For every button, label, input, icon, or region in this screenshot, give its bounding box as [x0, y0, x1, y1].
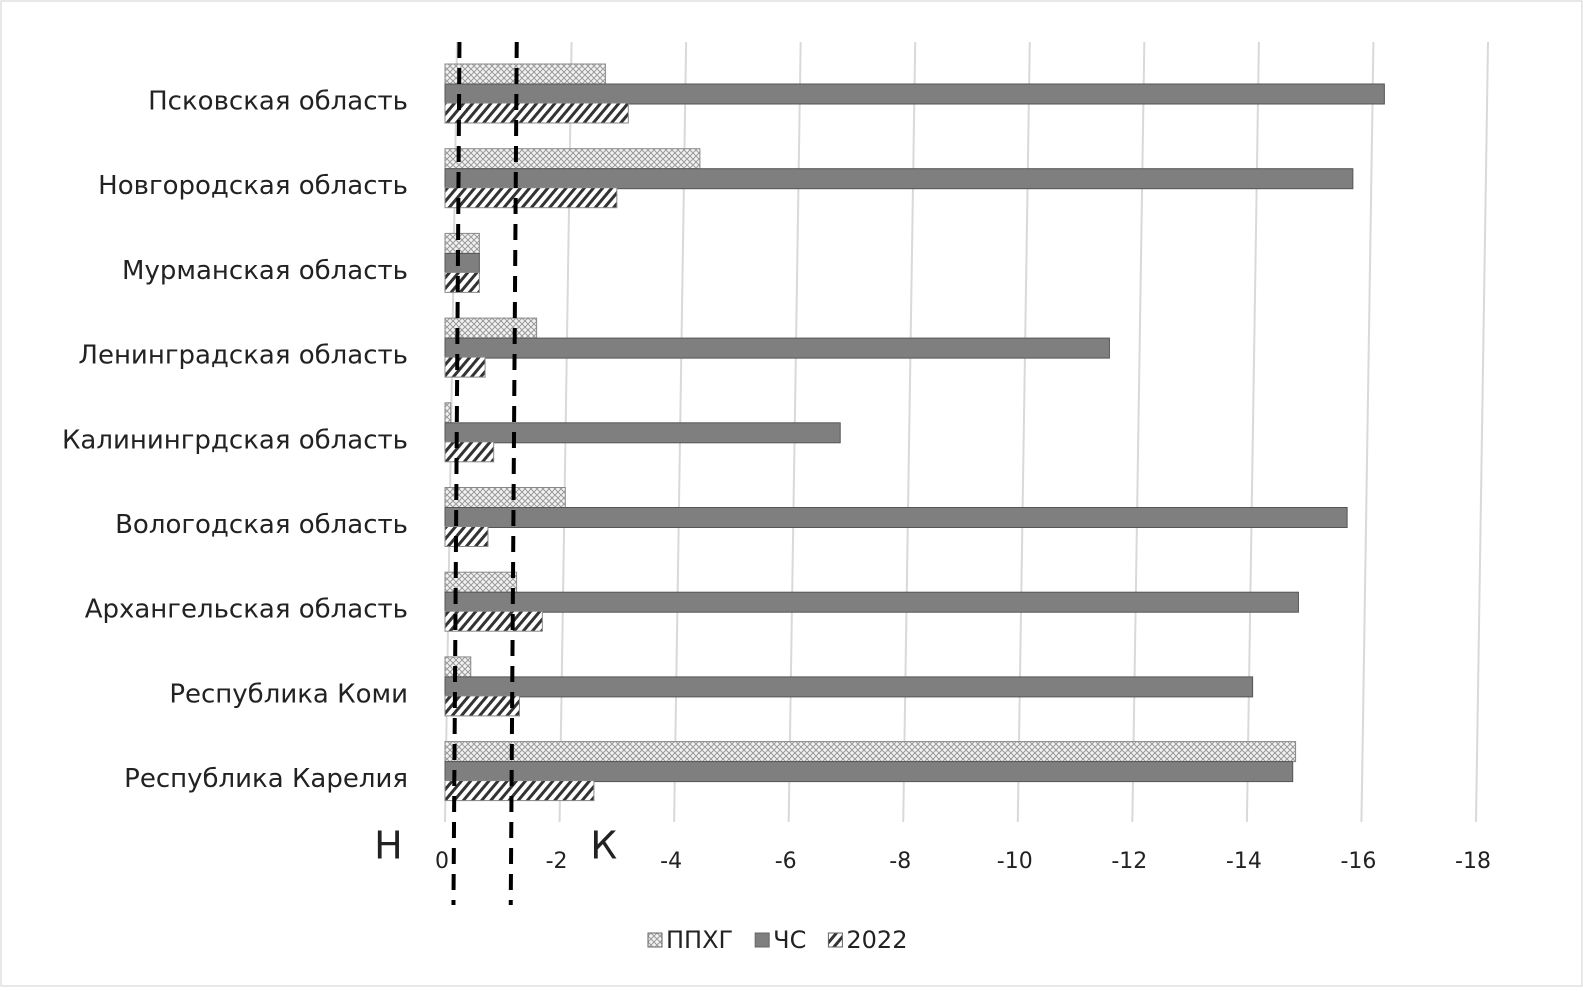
bar	[444, 507, 1348, 528]
x-tick-label: -2	[546, 849, 568, 874]
x-tick-label: -6	[775, 849, 797, 874]
legend-swatch	[647, 932, 663, 948]
bar	[444, 83, 1385, 105]
bar	[444, 102, 629, 124]
reference-line	[508, 41, 519, 906]
legend-swatch	[827, 932, 843, 948]
legend-swatch	[754, 932, 770, 948]
bar	[444, 780, 595, 802]
bar	[444, 232, 480, 254]
y-tick-label: Республика Коми	[169, 679, 408, 709]
bar	[444, 676, 1254, 698]
bar	[444, 402, 452, 424]
bar	[444, 148, 701, 170]
bar	[444, 441, 495, 463]
bar	[444, 487, 566, 508]
x-tick-label: -12	[1111, 849, 1147, 874]
x-tick-label: -10	[997, 849, 1033, 874]
y-tick-label: Калинингрдская область	[62, 425, 408, 455]
y-tick-label: Мурманская область	[122, 256, 408, 286]
bar	[444, 591, 1299, 613]
legend-label: ЧС	[773, 926, 806, 954]
y-tick-label: Псковская область	[148, 87, 408, 117]
y-tick-label: Новгородская область	[98, 171, 408, 201]
bar	[444, 610, 543, 632]
grid-line	[902, 41, 917, 823]
y-tick-label: Архангельская область	[85, 595, 408, 625]
bar	[444, 422, 841, 444]
y-tick-label: Ленинградская область	[78, 341, 408, 371]
bar	[444, 761, 1294, 783]
bar	[444, 63, 606, 85]
legend-label: ППХГ	[666, 926, 733, 954]
y-tick-label: Республика Карелия	[124, 764, 408, 794]
bar	[444, 252, 480, 274]
bar	[444, 356, 486, 378]
grid-line	[1360, 41, 1375, 823]
grid-line	[1475, 41, 1489, 823]
reference-line	[451, 41, 462, 906]
x-tick-label: -8	[889, 849, 911, 874]
grid-line	[1016, 41, 1031, 823]
grid-line	[1245, 41, 1260, 823]
x-tick-label: -4	[660, 849, 682, 874]
bar	[444, 187, 618, 209]
grid-line	[1131, 41, 1146, 823]
reference-label: Н	[374, 824, 403, 868]
bar	[444, 526, 489, 547]
x-tick-label: 0	[435, 849, 449, 874]
reference-label: К	[590, 824, 617, 868]
x-tick-label: -18	[1455, 849, 1491, 874]
y-tick-label: Вологодская область	[115, 510, 408, 540]
bar	[444, 695, 520, 717]
bar	[444, 168, 1354, 190]
bar	[444, 656, 472, 678]
legend-label: 2022	[846, 926, 907, 954]
x-tick-label: -14	[1226, 849, 1262, 874]
x-tick-label: -16	[1340, 849, 1376, 874]
bar	[444, 741, 1297, 763]
bar	[444, 337, 1110, 359]
bar	[444, 271, 480, 293]
